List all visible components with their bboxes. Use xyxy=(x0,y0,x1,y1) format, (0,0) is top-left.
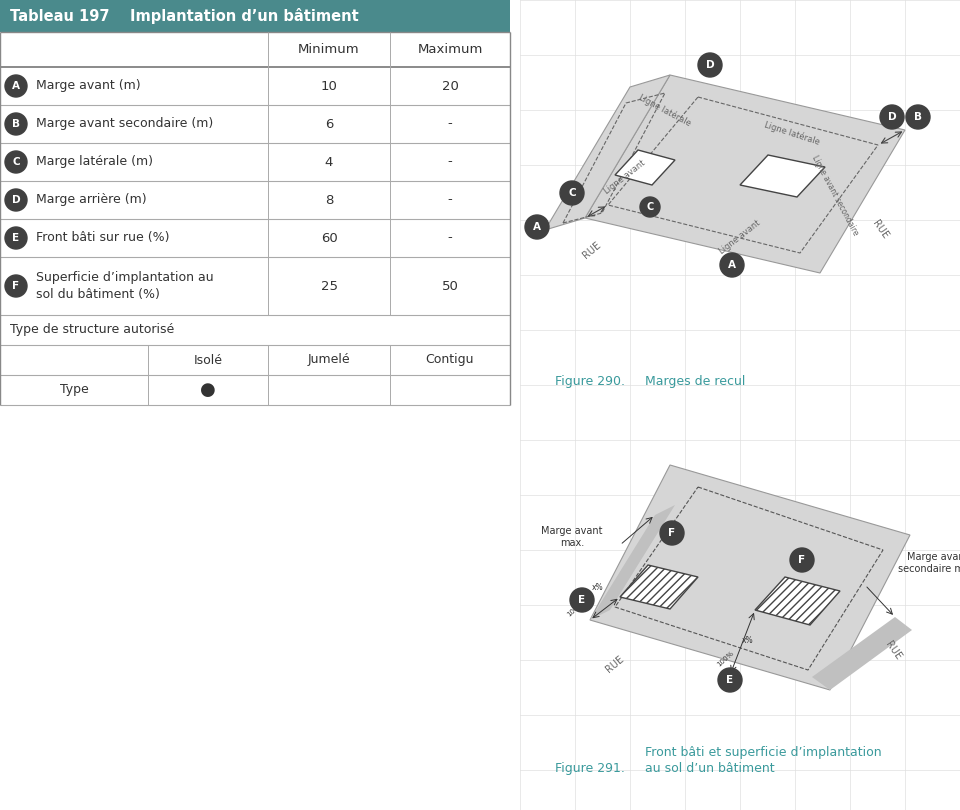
Text: B: B xyxy=(914,112,922,122)
Text: Ligne avant secondaire: Ligne avant secondaire xyxy=(810,153,860,237)
Text: F: F xyxy=(799,555,805,565)
Text: C: C xyxy=(646,202,654,212)
Text: Ligne latérale: Ligne latérale xyxy=(763,120,821,147)
Polygon shape xyxy=(590,465,910,690)
Circle shape xyxy=(640,197,660,217)
Text: Front bâti et superficie d’implantation
au sol d’un bâtiment: Front bâti et superficie d’implantation … xyxy=(645,746,881,775)
Circle shape xyxy=(5,189,27,211)
Circle shape xyxy=(720,253,744,277)
Text: Tableau 197    Implantation d’un bâtiment: Tableau 197 Implantation d’un bâtiment xyxy=(10,8,359,24)
Text: Figure 291.: Figure 291. xyxy=(555,762,625,775)
Polygon shape xyxy=(615,150,675,185)
Text: Marges de recul: Marges de recul xyxy=(645,375,745,388)
Circle shape xyxy=(906,105,930,129)
Text: Jumelé: Jumelé xyxy=(308,353,350,366)
Text: x%: x% xyxy=(592,583,604,592)
Text: -: - xyxy=(447,232,452,245)
Text: Type de structure autorisé: Type de structure autorisé xyxy=(10,323,175,336)
Text: Minimum: Minimum xyxy=(299,43,360,56)
Text: x%: x% xyxy=(742,636,754,645)
Text: 4: 4 xyxy=(324,156,333,168)
Text: Superficie d’implantation au
sol du bâtiment (%): Superficie d’implantation au sol du bâti… xyxy=(36,271,214,301)
Text: Marge avant
max.: Marge avant max. xyxy=(541,526,603,548)
Text: Marge avant secondaire (m): Marge avant secondaire (m) xyxy=(36,117,213,130)
Circle shape xyxy=(5,227,27,249)
Polygon shape xyxy=(755,577,840,625)
Text: Marge arrière (m): Marge arrière (m) xyxy=(36,194,147,207)
Text: E: E xyxy=(579,595,586,605)
Polygon shape xyxy=(545,75,670,230)
Text: Ligne avant: Ligne avant xyxy=(603,158,647,196)
Circle shape xyxy=(570,588,594,612)
Text: Ligne avant: Ligne avant xyxy=(718,218,762,256)
Text: Maximum: Maximum xyxy=(418,43,483,56)
Text: 100%: 100% xyxy=(715,650,734,668)
Text: Isolé: Isolé xyxy=(194,353,223,366)
Circle shape xyxy=(525,215,549,239)
Text: Marge avant (m): Marge avant (m) xyxy=(36,79,140,92)
Text: 20: 20 xyxy=(442,79,459,92)
Circle shape xyxy=(698,53,722,77)
Text: A: A xyxy=(12,81,20,91)
Text: F: F xyxy=(668,528,676,538)
Text: RUE: RUE xyxy=(883,640,902,662)
Text: 50: 50 xyxy=(442,279,459,292)
Text: F: F xyxy=(12,281,19,291)
Text: Ligne latérale: Ligne latérale xyxy=(637,92,693,128)
Circle shape xyxy=(660,521,684,545)
Text: 25: 25 xyxy=(321,279,338,292)
Circle shape xyxy=(718,668,742,692)
Text: E: E xyxy=(12,233,19,243)
Text: C: C xyxy=(12,157,20,167)
Text: C: C xyxy=(568,188,576,198)
Text: 60: 60 xyxy=(321,232,337,245)
Text: -: - xyxy=(447,194,452,207)
Circle shape xyxy=(880,105,904,129)
Text: Marge avant
secondaire max.: Marge avant secondaire max. xyxy=(898,552,960,574)
Text: E: E xyxy=(727,675,733,685)
Text: Figure 290.: Figure 290. xyxy=(555,375,625,388)
Polygon shape xyxy=(590,505,675,620)
Circle shape xyxy=(5,75,27,97)
Polygon shape xyxy=(585,75,905,273)
Text: B: B xyxy=(12,119,20,129)
Text: Type: Type xyxy=(60,383,88,397)
Text: D: D xyxy=(12,195,20,205)
Text: 100%: 100% xyxy=(565,600,585,618)
Text: Front bâti sur rue (%): Front bâti sur rue (%) xyxy=(36,232,170,245)
Text: 8: 8 xyxy=(324,194,333,207)
Text: ●: ● xyxy=(200,381,216,399)
Text: -: - xyxy=(447,156,452,168)
Text: 10: 10 xyxy=(321,79,337,92)
Circle shape xyxy=(790,548,814,572)
Circle shape xyxy=(5,113,27,135)
Text: D: D xyxy=(888,112,897,122)
Polygon shape xyxy=(740,155,825,197)
Text: Contigu: Contigu xyxy=(425,353,474,366)
Text: 6: 6 xyxy=(324,117,333,130)
Text: RUE: RUE xyxy=(604,654,626,675)
Circle shape xyxy=(5,151,27,173)
Text: RUE: RUE xyxy=(870,219,890,241)
Polygon shape xyxy=(812,617,912,690)
Circle shape xyxy=(5,275,27,297)
Text: -: - xyxy=(447,117,452,130)
Text: A: A xyxy=(533,222,541,232)
Text: A: A xyxy=(728,260,736,270)
Text: Marge latérale (m): Marge latérale (m) xyxy=(36,156,153,168)
Polygon shape xyxy=(620,565,698,609)
Text: RUE: RUE xyxy=(581,240,603,260)
Circle shape xyxy=(560,181,584,205)
Text: D: D xyxy=(706,60,714,70)
FancyBboxPatch shape xyxy=(0,0,510,32)
